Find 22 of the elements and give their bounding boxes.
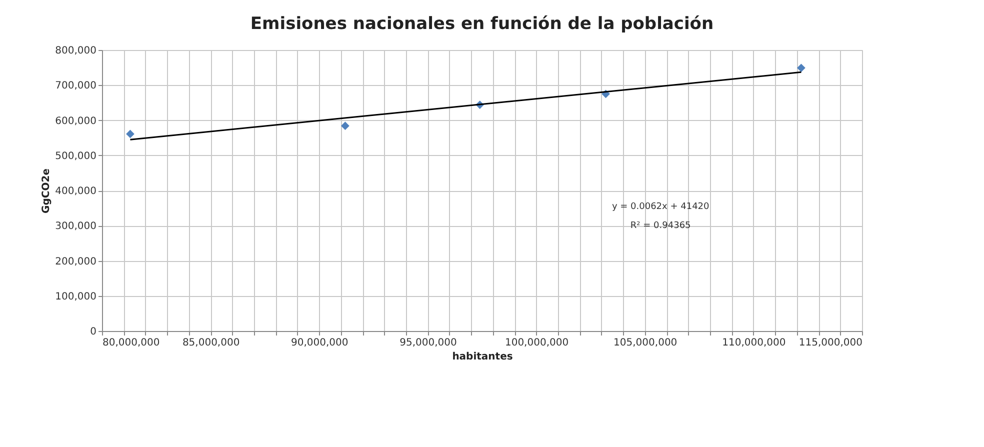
y-tick-label: 0	[90, 326, 96, 338]
annotation: R² = 0.94365	[630, 220, 691, 231]
x-axis-title: habitantes	[452, 352, 513, 362]
x-tick-label: 100,000,000	[504, 338, 569, 348]
x-tick-label: 95,000,000	[400, 338, 457, 348]
y-tick-label: 700,000	[55, 80, 96, 92]
x-tick-label: 90,000,000	[291, 338, 348, 348]
y-tick-label: 300,000	[55, 221, 96, 232]
y-tick-label: 400,000	[55, 186, 96, 197]
y-tick-label: 500,000	[55, 150, 96, 162]
y-axis-title: GgCO2e	[41, 168, 52, 214]
x-tick-label: 110,000,000	[722, 338, 786, 348]
y-tick-label: 100,000	[55, 291, 96, 302]
y-tick-label: 200,000	[55, 256, 96, 268]
x-tick-label: 85,000,000	[182, 338, 240, 348]
x-tick-label: 80,000,000	[102, 338, 160, 348]
chart-title: Emisiones nacionales en función de la población	[250, 14, 714, 34]
x-tick-label: 105,000,000	[614, 338, 678, 348]
annotation: y = 0.0062x + 41420	[612, 202, 710, 212]
y-tick-label: 600,000	[55, 116, 96, 127]
x-tick-label: 115,000,000	[798, 338, 862, 348]
y-tick-label: 800,000	[55, 46, 96, 56]
